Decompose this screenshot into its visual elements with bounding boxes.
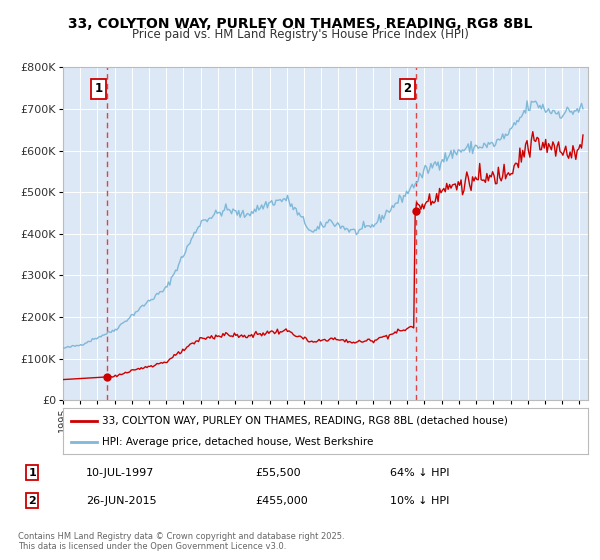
- Text: 26-JUN-2015: 26-JUN-2015: [86, 496, 157, 506]
- Text: 10-JUL-1997: 10-JUL-1997: [86, 468, 154, 478]
- Text: £55,500: £55,500: [255, 468, 301, 478]
- Text: 1: 1: [28, 468, 36, 478]
- Text: This data is licensed under the Open Government Licence v3.0.: This data is licensed under the Open Gov…: [18, 542, 286, 550]
- Text: Price paid vs. HM Land Registry's House Price Index (HPI): Price paid vs. HM Land Registry's House …: [131, 28, 469, 41]
- Text: 10% ↓ HPI: 10% ↓ HPI: [390, 496, 449, 506]
- Text: Contains HM Land Registry data © Crown copyright and database right 2025.: Contains HM Land Registry data © Crown c…: [18, 532, 344, 541]
- Text: 33, COLYTON WAY, PURLEY ON THAMES, READING, RG8 8BL (detached house): 33, COLYTON WAY, PURLEY ON THAMES, READI…: [103, 416, 508, 426]
- Text: 64% ↓ HPI: 64% ↓ HPI: [390, 468, 450, 478]
- Text: 2: 2: [28, 496, 36, 506]
- Text: £455,000: £455,000: [255, 496, 308, 506]
- Text: 33, COLYTON WAY, PURLEY ON THAMES, READING, RG8 8BL: 33, COLYTON WAY, PURLEY ON THAMES, READI…: [68, 17, 532, 31]
- Text: HPI: Average price, detached house, West Berkshire: HPI: Average price, detached house, West…: [103, 437, 374, 447]
- Text: 2: 2: [403, 82, 412, 95]
- Text: 1: 1: [94, 82, 103, 95]
